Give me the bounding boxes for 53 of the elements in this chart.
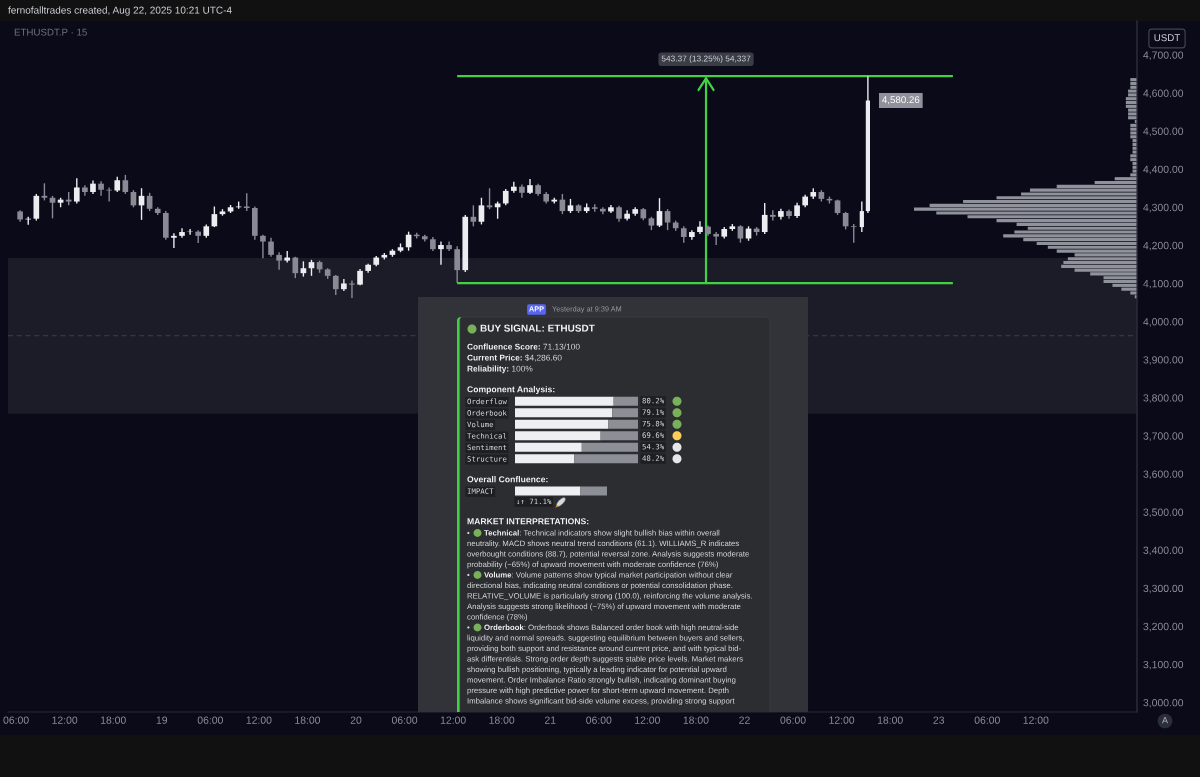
y-tick-label: 3,300.00 bbox=[1143, 584, 1184, 594]
text: A bbox=[1162, 717, 1168, 724]
x-tick-label: 18:00 bbox=[295, 716, 321, 724]
x-tick-label: 06:00 bbox=[586, 716, 612, 724]
text: Overall Confluence: bbox=[467, 475, 548, 483]
y-tick-label: 4,500.00 bbox=[1143, 127, 1184, 137]
x-tick-label: 12:00 bbox=[246, 716, 272, 724]
y-tick-label: 4,600.00 bbox=[1143, 89, 1184, 99]
x-tick-label: 12:00 bbox=[829, 716, 855, 724]
text: ETHUSDT.P · 15 bbox=[14, 28, 87, 36]
y-tick-label: 3,500.00 bbox=[1143, 508, 1184, 518]
y-tick-label: 3,000.00 bbox=[1143, 698, 1184, 708]
x-tick-label: 12:00 bbox=[635, 716, 660, 724]
x-tick-label: 23 bbox=[933, 716, 945, 724]
x-tick-label: 18:00 bbox=[100, 716, 126, 724]
x-tick-label: 18:00 bbox=[489, 716, 515, 724]
y-tick-label: 3,800.00 bbox=[1143, 394, 1184, 403]
x-tick-label: 06:00 bbox=[3, 716, 29, 724]
y-tick-label: 4,300.00 bbox=[1143, 203, 1184, 213]
y-tick-label: 3,400.00 bbox=[1143, 546, 1184, 556]
x-tick-label: 06:00 bbox=[780, 716, 806, 724]
x-tick-label: 22 bbox=[739, 716, 750, 724]
x-tick-label: 19 bbox=[156, 716, 168, 724]
x-tick-label: 12:00 bbox=[52, 716, 78, 724]
y-tick-label: 4,000.00 bbox=[1143, 318, 1184, 327]
x-tick-label: 12:00 bbox=[1023, 716, 1049, 724]
annotation: 543.37 (13.25%) 54,337 bbox=[661, 55, 751, 64]
y-tick-label: 4,700.00 bbox=[1143, 51, 1184, 61]
y-tick-label: 4,400.00 bbox=[1143, 165, 1184, 175]
y-tick-label: 4,200.00 bbox=[1143, 241, 1184, 251]
text: BUY SIGNAL: ETHUSDT bbox=[480, 324, 595, 332]
y-tick-label: 4,100.00 bbox=[1143, 279, 1184, 289]
y-tick-label: 3,900.00 bbox=[1143, 356, 1184, 365]
text: MARKET INTERPRETATIONS: bbox=[467, 518, 589, 525]
x-tick-label: 18:00 bbox=[877, 716, 903, 724]
y-tick-label: 3,100.00 bbox=[1143, 660, 1184, 670]
x-tick-label: 06:00 bbox=[197, 716, 223, 724]
annotation: Current Price: $4,286.60 bbox=[467, 354, 562, 362]
x-tick-label: 06:00 bbox=[391, 716, 418, 724]
y-tick-label: 3,200.00 bbox=[1143, 622, 1184, 632]
x-tick-label: 20 bbox=[350, 716, 362, 724]
chart-title: Component Analysis: bbox=[467, 385, 555, 395]
y-tick-label: 3,700.00 bbox=[1143, 432, 1184, 441]
x-tick-label: 18:00 bbox=[683, 716, 709, 724]
annotation: 4,580.26 bbox=[882, 96, 920, 105]
annotation: Reliability: 100% bbox=[467, 365, 533, 374]
annotation: Confluence Score: 71.13/100 bbox=[467, 343, 580, 350]
text: fernofalltrades created, Aug 22, 2025 10:21 UTC-4 bbox=[8, 6, 232, 16]
y-tick-label: 3,600.00 bbox=[1143, 470, 1184, 480]
y-axis-title: USDT bbox=[1154, 34, 1181, 42]
x-tick-label: 06:00 bbox=[974, 716, 1000, 724]
x-tick-label: 21 bbox=[544, 716, 556, 724]
x-tick-label: 12:00 bbox=[440, 716, 466, 724]
